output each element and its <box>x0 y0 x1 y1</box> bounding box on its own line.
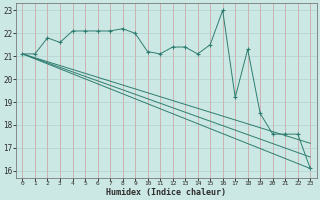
X-axis label: Humidex (Indice chaleur): Humidex (Indice chaleur) <box>106 188 226 197</box>
